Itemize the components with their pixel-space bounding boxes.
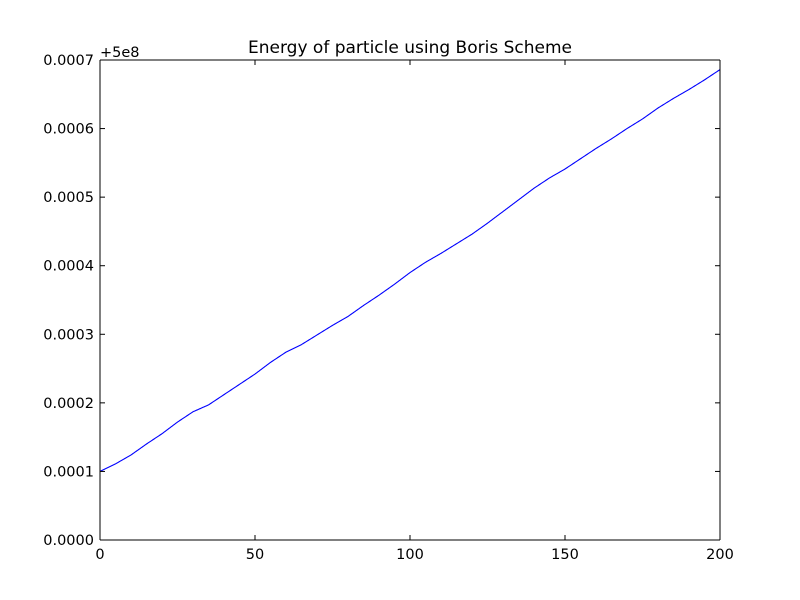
y-tick-label: 0.0002	[43, 396, 94, 412]
chart-title: Energy of particle using Boris Scheme	[248, 38, 572, 58]
x-tick-label: 50	[246, 547, 264, 563]
y-tick-label: 0.0001	[43, 464, 94, 480]
x-tick-label: 100	[396, 547, 424, 563]
y-tick-label: 0.0004	[43, 259, 94, 275]
x-tick-label: 200	[706, 547, 734, 563]
series-line-0	[99, 69, 721, 472]
x-tick-label: 0	[95, 547, 104, 563]
y-tick-label: 0.0006	[43, 122, 94, 138]
y-tick-label: 0.0003	[43, 327, 94, 343]
x-tick-label: 150	[551, 547, 579, 563]
y-tick-label: 0.0007	[43, 53, 94, 69]
y-tick-label: 0.0005	[43, 190, 94, 206]
y-tick-label: 0.0000	[43, 533, 94, 549]
y-axis-offset-label: +5e8	[100, 45, 140, 61]
plot-area: 0 50 100 150 200 0.0000 0.0001 0.0002 0.0003 0.00…	[43, 53, 734, 563]
